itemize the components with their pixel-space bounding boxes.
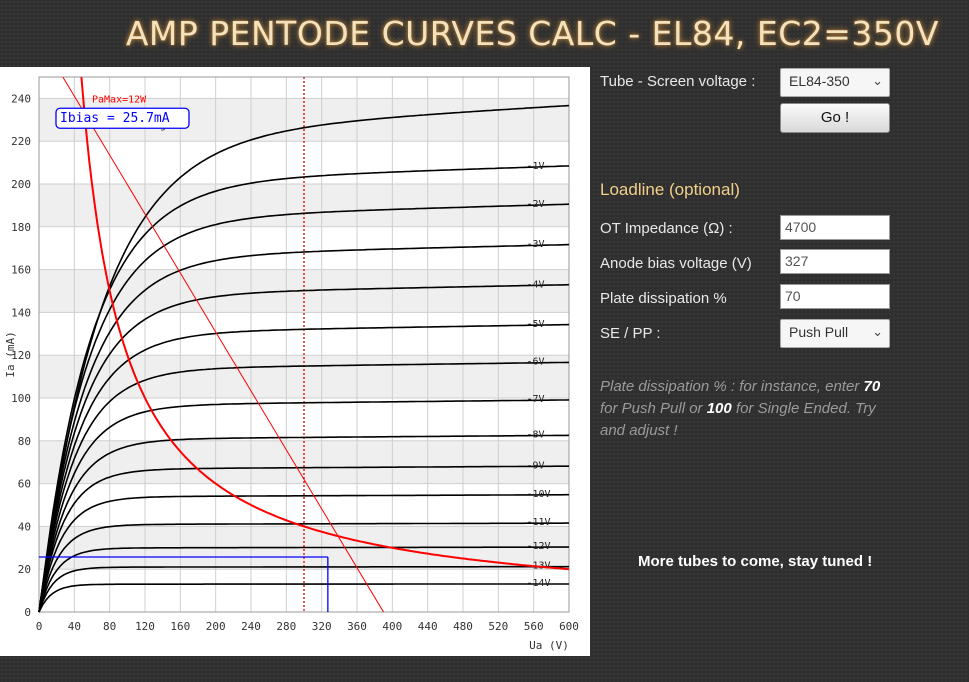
curve-label: -9V xyxy=(527,460,545,471)
y-tick-label: 220 xyxy=(11,135,31,148)
x-tick-label: 80 xyxy=(103,620,116,633)
x-tick-label: 520 xyxy=(488,620,508,633)
chevron-down-icon: ⌄ xyxy=(872,73,883,88)
plate-curve xyxy=(38,361,569,613)
plate-curve xyxy=(38,465,569,613)
anode-bias-label: Anode bias voltage (V) xyxy=(600,255,752,272)
plate-curve xyxy=(38,565,569,613)
plate-curve xyxy=(38,399,570,613)
pamax-curve xyxy=(80,76,570,571)
se-pp-select[interactable]: Push Pull ⌄ xyxy=(780,319,890,348)
y-tick-label: 140 xyxy=(11,306,31,319)
note-text: for Single Ended. Try and adjust ! xyxy=(600,400,876,439)
curve-label: -14V xyxy=(527,578,551,589)
se-pp-label: SE / PP : xyxy=(600,325,661,342)
y-tick-label: 200 xyxy=(11,178,31,191)
curve-label: -5V xyxy=(527,319,545,330)
ot-impedance-label: OT Impedance (Ω) : xyxy=(600,220,733,237)
y-tick-label: 0 xyxy=(24,606,31,619)
y-tick-label: 240 xyxy=(11,92,31,105)
plate-curve xyxy=(38,546,569,613)
loadline-heading: Loadline (optional) xyxy=(600,180,740,199)
x-tick-label: 40 xyxy=(68,620,81,633)
plate-curve xyxy=(38,243,570,613)
note-text: Plate dissipation % : for instance, ente… xyxy=(600,378,864,395)
dissipation-note: Plate dissipation % : for instance, ente… xyxy=(600,376,900,442)
loadline xyxy=(62,76,384,613)
plate-curve xyxy=(38,104,570,613)
tube-select[interactable]: EL84-350 ⌄ xyxy=(780,68,890,97)
x-tick-label: 360 xyxy=(347,620,367,633)
x-tick-label: 600 xyxy=(559,620,579,633)
x-tick-label: 240 xyxy=(241,620,261,633)
curve-label: -4V xyxy=(527,279,545,290)
note-value-pp: 70 xyxy=(863,378,881,395)
x-axis-label: Ua (V) xyxy=(529,639,569,652)
y-tick-label: 80 xyxy=(18,435,31,448)
x-tick-label: 440 xyxy=(418,620,438,633)
x-tick-label: 200 xyxy=(206,620,226,633)
curve-label: -2V xyxy=(527,199,545,210)
x-tick-label: 480 xyxy=(453,620,473,633)
y-tick-label: 160 xyxy=(11,264,31,277)
plate-curve xyxy=(38,283,570,613)
curve-label: -11V xyxy=(527,517,551,528)
note-value-se: 100 xyxy=(706,400,732,417)
y-axis-label: Ia (mA) xyxy=(4,331,17,377)
x-tick-label: 320 xyxy=(312,620,332,633)
curve-label: -8V xyxy=(527,430,545,441)
ibias-label: Ibias = 25.7mA xyxy=(60,111,170,126)
footer-note: More tubes to come, stay tuned ! xyxy=(638,553,873,570)
curve-label: -3V xyxy=(527,239,545,250)
anode-bias-input[interactable]: 327 xyxy=(780,249,890,274)
page-title: AMP PENTODE CURVES CALC - EL84, EC2=350V xyxy=(125,14,939,53)
plate-curve xyxy=(38,203,570,613)
plate-curve xyxy=(38,583,569,613)
curve-label: -1V xyxy=(527,161,545,172)
y-tick-label: 100 xyxy=(11,392,31,405)
x-tick-label: 0 xyxy=(36,620,43,633)
plate-curve xyxy=(38,323,570,613)
tube-select-value: EL84-350 xyxy=(789,73,850,89)
x-tick-label: 400 xyxy=(382,620,402,633)
plate-curve xyxy=(38,434,570,613)
y-tick-label: 40 xyxy=(18,520,31,533)
plate-curve xyxy=(38,522,569,613)
note-text: for Push Pull or xyxy=(600,400,707,417)
y-tick-label: 20 xyxy=(18,563,31,576)
plate-curve xyxy=(38,493,569,613)
se-pp-select-value: Push Pull xyxy=(789,324,849,340)
y-tick-label: 180 xyxy=(11,221,31,234)
y-tick-label: 60 xyxy=(18,478,31,491)
curve-label: -12V xyxy=(527,541,551,552)
x-tick-label: 560 xyxy=(524,620,544,633)
curve-label: -10V xyxy=(527,489,551,500)
chevron-down-icon: ⌄ xyxy=(872,324,883,339)
curve-label: -6V xyxy=(527,357,545,368)
plate-dissipation-input[interactable]: 70 xyxy=(780,284,890,309)
go-button[interactable]: Go ! xyxy=(780,103,890,133)
y-tick-label: 120 xyxy=(11,349,31,362)
ibias-label-box xyxy=(55,107,190,129)
x-tick-label: 280 xyxy=(276,620,296,633)
x-tick-label: 160 xyxy=(170,620,190,633)
plate-curves-chart: 0 40 80 120 160 200 240 280 320 360 400 440 480 520 56… xyxy=(0,67,590,656)
pamax-label: PaMax=12W xyxy=(92,95,147,106)
plate-curve xyxy=(38,165,570,613)
plate-dissipation-label: Plate dissipation % xyxy=(600,290,727,307)
curve-label: -7V xyxy=(527,394,545,405)
ot-impedance-input[interactable]: 4700 xyxy=(780,215,890,240)
chart-svg: 0 40 80 120 160 200 240 280 320 360 400 440 480 520 56… xyxy=(4,76,579,652)
x-tick-label: 120 xyxy=(135,620,155,633)
tube-label: Tube - Screen voltage : xyxy=(600,73,756,90)
